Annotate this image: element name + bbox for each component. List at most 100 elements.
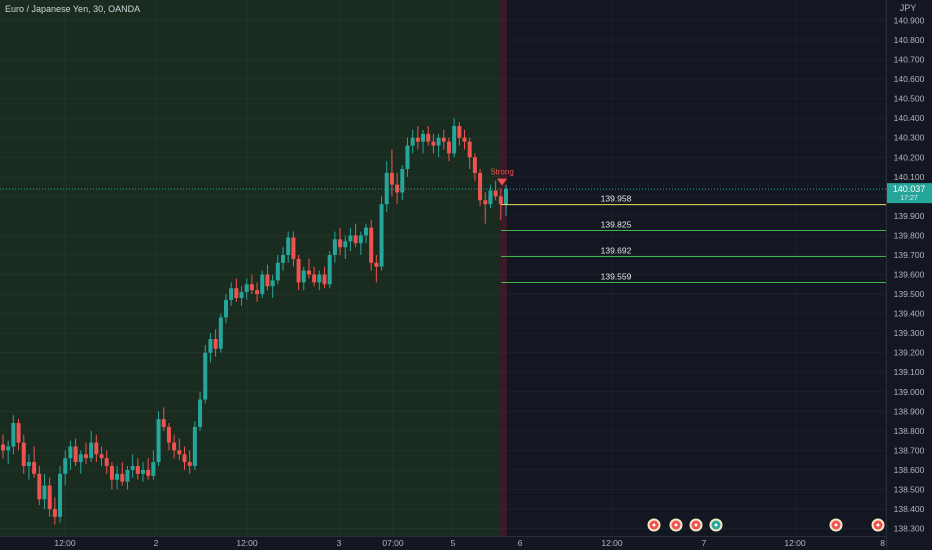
x-tick-label: 12:00 (236, 538, 258, 548)
economic-events (647, 518, 885, 532)
y-tick-label: 139.100 (894, 367, 925, 377)
candle (421, 129, 426, 154)
candle (1, 434, 5, 459)
price-axis[interactable] (886, 0, 932, 550)
candle-body (223, 299, 228, 318)
candle (109, 462, 114, 490)
x-tick-label: 3 (337, 538, 342, 548)
candle-body (135, 466, 140, 474)
candle-body (68, 446, 73, 459)
candle-body (275, 262, 280, 281)
candle-body (21, 442, 26, 467)
candle (395, 172, 400, 205)
y-tick-label: 139.300 (894, 328, 925, 338)
candle-body (291, 237, 296, 259)
y-tick-label: 140.600 (894, 74, 925, 84)
symbol-title: Euro / Japanese Yen, 30, OANDA (5, 4, 140, 14)
candle-body (363, 227, 368, 236)
candle-body (462, 137, 467, 142)
candle-body (317, 274, 322, 283)
candle-body (338, 239, 343, 248)
candle (338, 227, 343, 255)
candle-body (498, 196, 503, 205)
candle-body (301, 270, 306, 283)
level-label: 139.559 (601, 272, 632, 282)
candle (275, 254, 280, 285)
candle (286, 231, 291, 263)
candle (130, 454, 135, 478)
candle (322, 266, 327, 289)
candle (462, 129, 467, 150)
candle (353, 223, 358, 248)
time-axis[interactable] (0, 536, 886, 550)
candle-body (260, 274, 265, 295)
event-center (694, 523, 698, 527)
candle-body (125, 469, 130, 482)
candle (369, 219, 374, 271)
candle-body (63, 458, 68, 474)
candle-body (182, 454, 187, 463)
y-tick-label: 139.700 (894, 250, 925, 260)
currency-label: JPY (900, 3, 917, 13)
event-center (714, 523, 718, 527)
y-tick-label: 140.800 (894, 35, 925, 45)
candle-body (244, 284, 249, 293)
y-tick-label: 140.700 (894, 55, 925, 65)
candle-body (229, 288, 234, 300)
price-axis-ticks: 140.900 140.800 140.700 140.600 140.500 140.4… (894, 16, 925, 534)
candle (135, 458, 140, 480)
candle (172, 434, 177, 459)
candle-body (410, 137, 415, 146)
candle (384, 161, 389, 212)
candle-body (187, 462, 192, 467)
candle-body (286, 237, 291, 255)
flag-icon (689, 518, 703, 532)
candle (58, 466, 63, 523)
candle (213, 329, 218, 357)
candle-body (99, 454, 104, 459)
current-price-tag: 140.037 17:27 (887, 183, 932, 204)
candle-body (42, 485, 47, 500)
candle-body (234, 288, 239, 298)
candle-body (332, 239, 337, 255)
candle (177, 438, 182, 461)
candle-body (1, 444, 5, 451)
candle-body (120, 473, 125, 482)
candle-body (306, 270, 311, 275)
level-label: 139.692 (601, 246, 632, 256)
candle-body (296, 258, 301, 283)
candle-body (141, 469, 146, 474)
candle-body (415, 137, 420, 142)
candle (431, 133, 436, 154)
y-tick-label: 140.500 (894, 94, 925, 104)
candle-body (104, 458, 109, 467)
event-center (674, 523, 678, 527)
candle-body (369, 227, 374, 263)
candle-body (281, 254, 286, 263)
y-tick-label: 139.400 (894, 309, 925, 319)
candle (296, 254, 301, 291)
candle-body (130, 466, 135, 470)
y-tick-label: 138.800 (894, 426, 925, 436)
y-tick-label: 139.800 (894, 230, 925, 240)
candle (6, 440, 11, 465)
candlestick-series (1, 118, 508, 525)
strong-signal-marker: Strong (490, 168, 514, 186)
candle (467, 137, 472, 170)
candle (182, 446, 187, 470)
candle-body (109, 466, 114, 480)
candle (141, 462, 146, 482)
candle (16, 419, 21, 451)
candle (483, 192, 488, 224)
candle-body (431, 141, 436, 146)
candle-body (115, 473, 120, 480)
candle (115, 466, 120, 490)
candle (270, 274, 275, 298)
candle (488, 184, 493, 209)
flag-icon (829, 518, 843, 532)
candle (104, 450, 109, 474)
candle-body (58, 473, 63, 517)
candle-body (374, 262, 379, 267)
candle (265, 264, 270, 291)
